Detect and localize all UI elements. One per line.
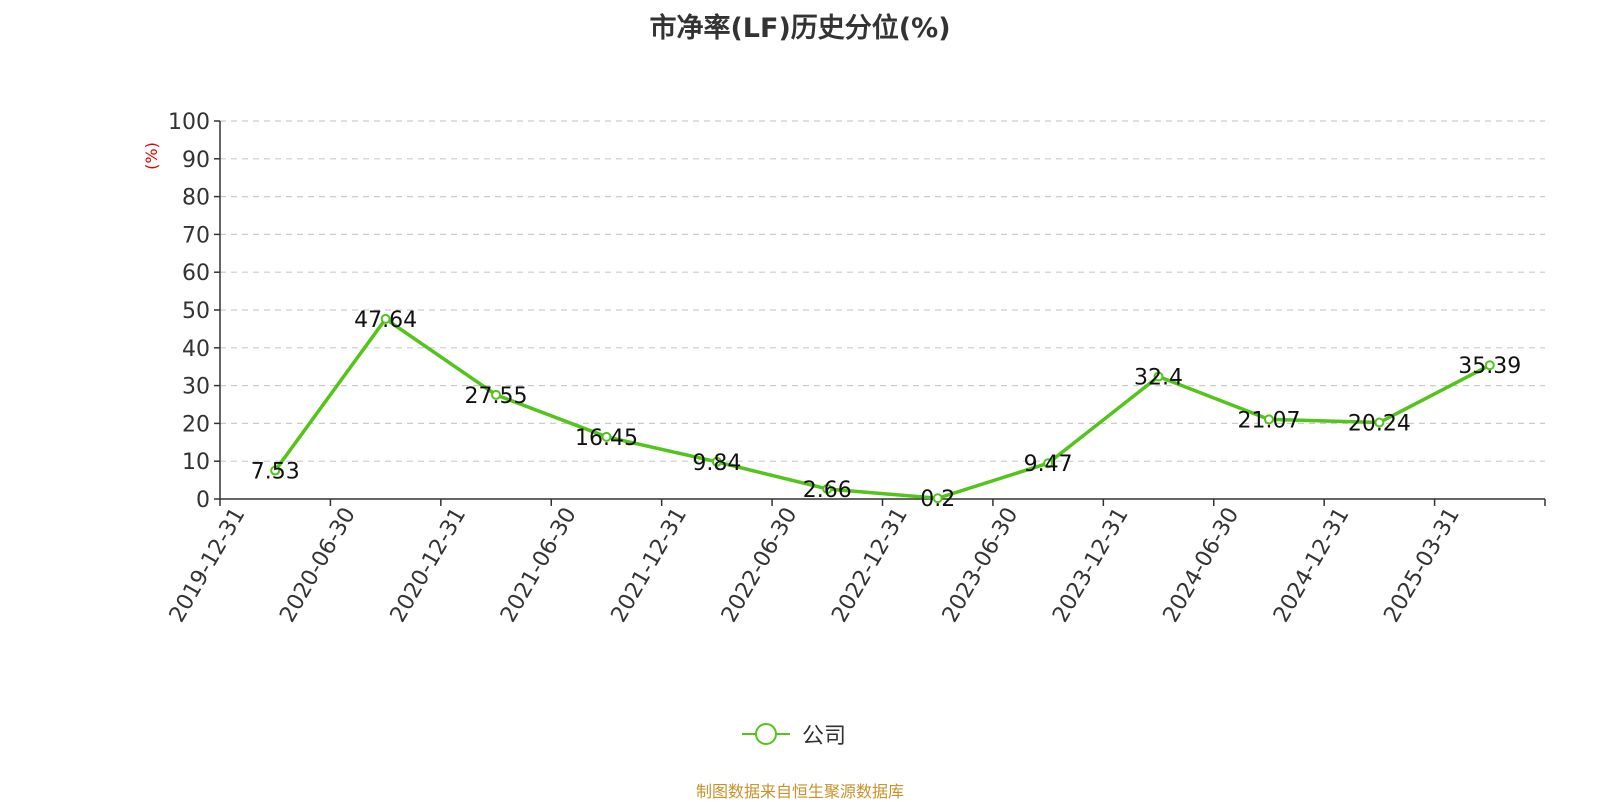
data-label: 32.4: [1134, 366, 1183, 391]
data-point: [601, 431, 612, 442]
series-line: [273, 317, 1491, 500]
x-tick-label: 2024-06-30: [1159, 504, 1245, 627]
x-tick-label: 2020-12-31: [386, 503, 472, 626]
y-tick-label: 70: [182, 223, 210, 248]
data-point: [1043, 458, 1054, 469]
legend[interactable]: 公司: [740, 720, 847, 749]
x-tick-label: 2022-12-31: [827, 503, 913, 626]
chart-title: 市净率(LF)历史分位(%): [649, 13, 951, 44]
legend-label: 公司: [802, 724, 847, 749]
y-tick-label: 100: [168, 110, 210, 135]
y-axis-ticks: 0 10 20 30 40 50 60 70 80 90 100: [168, 110, 220, 513]
data-label: 0.2: [920, 487, 955, 512]
grid-lines: [220, 120, 1545, 462]
y-tick-label: 50: [182, 299, 210, 324]
source-note: 制图数据来自恒生聚源数据库: [695, 782, 904, 801]
y-tick-label: 80: [182, 186, 210, 211]
data-label: 47.64: [354, 308, 417, 333]
data-point: [822, 483, 833, 494]
x-tick-label: 2024-12-31: [1269, 504, 1355, 627]
data-label: 20.24: [1348, 411, 1411, 436]
y-tick-label: 90: [182, 148, 210, 173]
x-tick-label: 2023-12-31: [1048, 504, 1134, 627]
x-tick-label: 2021-12-31: [606, 504, 692, 627]
x-tick-label: 2023-06-30: [938, 504, 1024, 627]
data-point: [380, 313, 391, 324]
data-point: [1484, 360, 1495, 371]
y-tick-label: 10: [182, 450, 210, 475]
y-tick-label: 0: [196, 488, 210, 513]
x-tick-label: 2020-06-30: [275, 504, 361, 627]
data-label: 35.39: [1458, 354, 1521, 379]
y-tick-label: 20: [182, 412, 210, 437]
data-point: [1374, 417, 1385, 428]
y-tick-label: 60: [182, 261, 210, 286]
data-label: 9.84: [692, 451, 741, 476]
y-axis-label: (%): [142, 142, 161, 170]
series-group: 7.53 47.64 27.55 16.45 9.84 2.66 0.2 9.47 32.4 21…: [251, 308, 1522, 512]
x-tick-label: 2022-06-30: [717, 504, 803, 627]
x-axis-ticks: 2019-12-31 2020-06-30 2020-12-31 2021-06-30…: [165, 499, 1546, 627]
data-label: 21.07: [1237, 408, 1300, 433]
data-point: [1153, 371, 1164, 382]
data-label: 2.66: [803, 478, 852, 503]
y-tick-label: 40: [182, 337, 210, 362]
data-point: [711, 456, 722, 467]
x-tick-label: 2021-06-30: [496, 504, 582, 627]
x-tick-label: 2025-03-31: [1379, 504, 1465, 627]
data-label: 16.45: [575, 426, 638, 451]
data-point: [491, 389, 502, 400]
data-label: 9.47: [1024, 452, 1073, 477]
data-point: [1263, 414, 1274, 425]
data-label: 27.55: [465, 384, 528, 409]
legend-line-marker-icon: [742, 723, 790, 745]
data-point: [270, 465, 281, 476]
data-label: 7.53: [251, 460, 300, 485]
y-tick-label: 30: [182, 375, 210, 400]
data-point: [932, 493, 943, 504]
x-tick-label: 2019-12-31: [165, 504, 251, 627]
